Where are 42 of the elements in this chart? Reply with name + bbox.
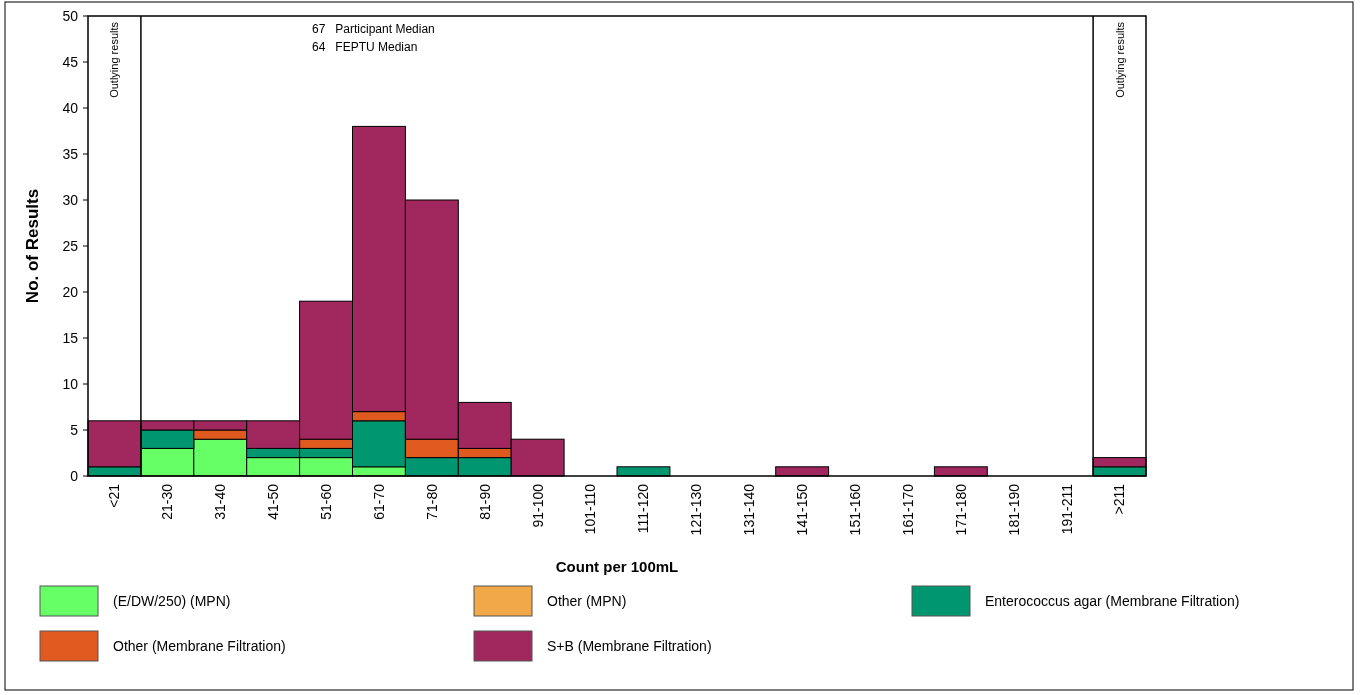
y-tick-label: 35 [62, 145, 79, 162]
x-tick-label: 161-170 [899, 483, 916, 536]
legend-label: Other (Membrane Filtration) [113, 637, 286, 654]
x-tick-label: 191-211 [1058, 483, 1075, 535]
x-tick-label: 71-80 [423, 483, 440, 520]
x-tick-label: 141-150 [794, 483, 811, 536]
x-tick-label: 61-70 [370, 483, 387, 520]
x-tick-label: 171-180 [952, 483, 969, 536]
x-tick-label: <21 [106, 483, 123, 508]
x-tick-label: >211 [1111, 483, 1128, 515]
annotation: Outlying results [1113, 21, 1126, 98]
y-tick-label: 10 [62, 375, 79, 392]
y-tick-label: 15 [62, 329, 79, 346]
y-tick-label: 40 [62, 99, 79, 116]
x-tick-label: 51-60 [317, 483, 334, 520]
annotation: 67 Participant Median [312, 22, 435, 36]
legend-label: Enterococcus agar (Membrane Filtration) [985, 592, 1240, 609]
y-tick-label: 50 [62, 7, 79, 24]
x-tick-label: 31-40 [212, 483, 229, 520]
y-tick-label: 20 [62, 283, 79, 300]
legend-label: (E/DW/250) (MPN) [113, 592, 231, 609]
x-tick-label: 131-140 [741, 483, 758, 536]
x-tick-label: 181-190 [1005, 483, 1022, 536]
x-tick-label: 91-100 [529, 483, 546, 528]
legend-label: S+B (Membrane Filtration) [547, 637, 712, 654]
x-tick-label: 41-50 [265, 483, 282, 520]
annotation: Outlying results [108, 21, 121, 98]
x-tick-label: 101-110 [582, 483, 599, 535]
x-tick-label: 151-160 [846, 483, 863, 536]
x-tick-label: 81-90 [476, 483, 493, 520]
y-tick-label: 5 [70, 421, 79, 438]
x-tick-label: 121-130 [688, 483, 705, 536]
x-tick-label: 21-30 [159, 483, 176, 520]
y-axis-title: No. of Results [23, 188, 42, 304]
x-axis-title: Count per 100mL [555, 558, 679, 575]
legend-label: Other (MPN) [547, 592, 627, 609]
y-tick-label: 25 [62, 237, 79, 254]
annotation: 64 FEPTU Median [312, 40, 418, 54]
y-tick-label: 0 [70, 467, 79, 484]
x-tick-label: 111-120 [635, 483, 652, 534]
y-tick-label: 45 [62, 53, 79, 70]
y-tick-label: 30 [62, 191, 79, 208]
